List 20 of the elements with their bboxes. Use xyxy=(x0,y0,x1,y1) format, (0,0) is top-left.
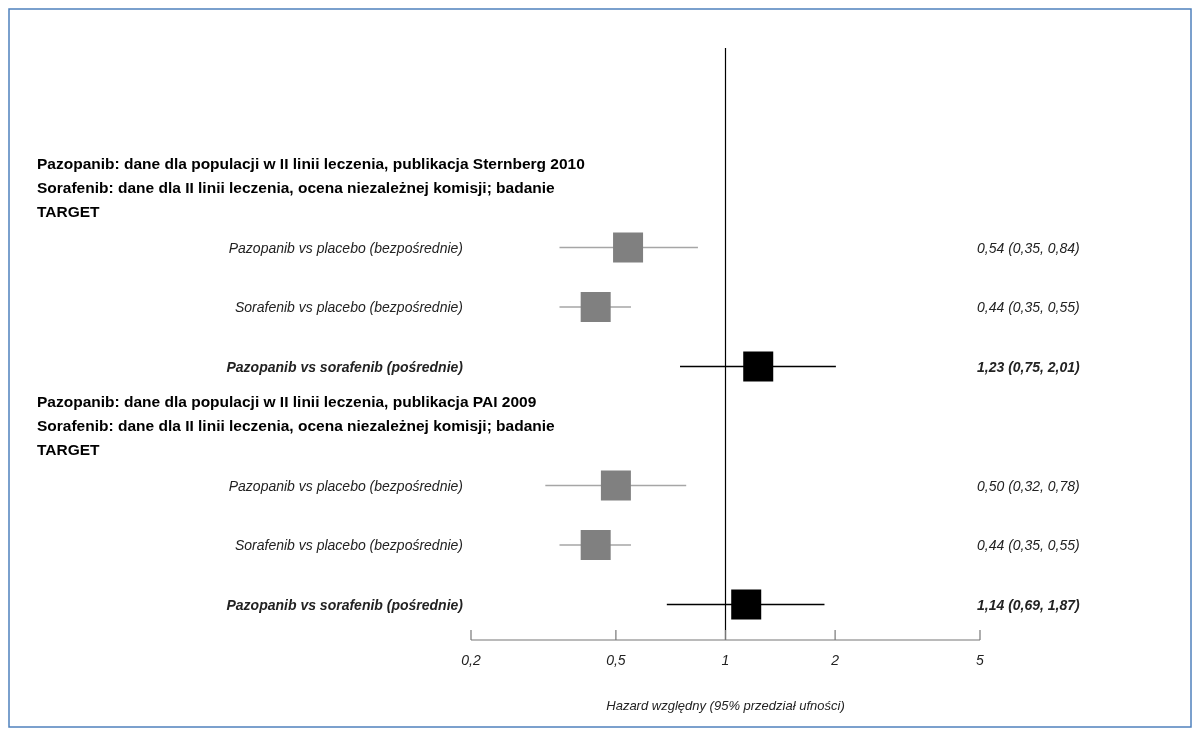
x-tick-label: 1 xyxy=(721,652,730,668)
x-tick-label: 2 xyxy=(830,652,840,668)
y-tick-label: Pazopanib vs sorafenib (pośrednie) xyxy=(226,358,464,375)
y-tick-label: Pazopanib vs placebo (bezpośrednie) xyxy=(228,239,463,256)
data-label: 0,50 (0,32, 0,78) xyxy=(977,477,1080,494)
x-tick-label: 5 xyxy=(976,652,985,668)
data-label: 1,23 (0,75, 2,01) xyxy=(977,358,1081,375)
x-axis-title: Hazard względny (95% przedział ufności) xyxy=(606,698,845,713)
annotation: Pazopanib: dane dla populacji w II linii leczenia, publikacja Sternberg 2010 Sorafenib: dane dla II linii leczenia, ocena niezależnej komisji; badanie TARGET xyxy=(37,155,585,220)
x-tick-label: 0,2 xyxy=(461,652,481,668)
data-label: 0,54 (0,35, 0,84) xyxy=(977,239,1080,256)
y-tick-label: Pazopanib vs sorafenib (pośrednie) xyxy=(226,596,464,613)
data-label: 1,14 (0,69, 1,87) xyxy=(977,596,1081,613)
annotation: Pazopanib: dane dla populacji w II linii leczenia, publikacja PAI 2009 Sorafenib: dane dla II linii leczenia, ocena niezależnej komisji; badanie TARGET xyxy=(37,393,556,458)
y-tick-label: Sorafenib vs placebo (bezpośrednie) xyxy=(234,537,463,553)
data-label: 0,44 (0,35, 0,55) xyxy=(977,537,1080,553)
data-label: 0,44 (0,35, 0,55) xyxy=(977,299,1080,315)
y-tick-label: Sorafenib vs placebo (bezpośrednie) xyxy=(234,299,463,315)
x-tick-label: 0,5 xyxy=(606,652,626,668)
y-tick-label: Pazopanib vs placebo (bezpośrednie) xyxy=(228,477,463,494)
